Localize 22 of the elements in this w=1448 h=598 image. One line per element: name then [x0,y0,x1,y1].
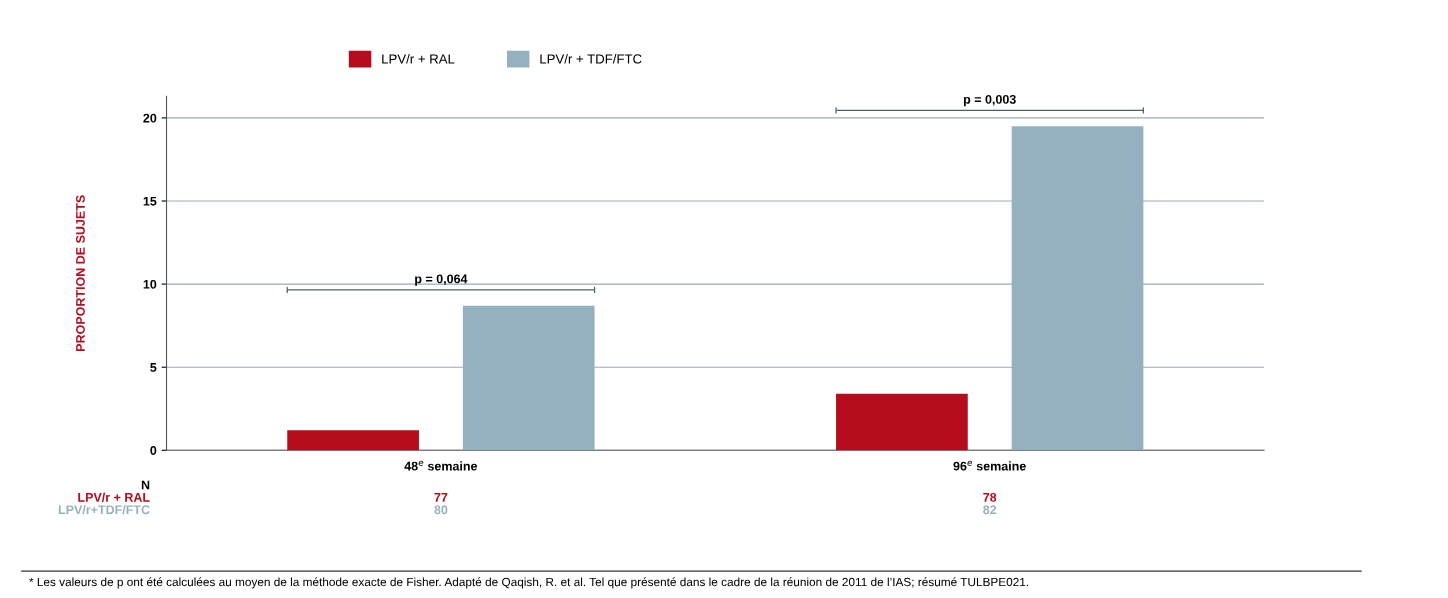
legend-label: LPV/r + RAL [382,53,455,64]
text: LPV/r+TDF/FTC [58,504,150,515]
x-tick-label: 48$^{e}$ semaine [404,460,478,471]
text: * Les valeurs de p ont été calculées au moyen de la méthode exacte de Fisher. Adapté de Qaqish, R. et al. Tel que présenté dans le cadre de la réunion de 2011 de l’IAS; résumé TULBPE021. [29,577,1029,589]
y-tick-label: 10 [143,279,157,289]
y-axis-title: PROPORTION DE SUJETS [76,195,85,351]
annotation: p = 0,064 [415,274,468,286]
text: 80 [434,505,448,515]
y-tick-label: 5 [150,363,157,372]
text: N [141,480,150,490]
x-tick-label: 96$^{e}$ semaine [953,460,1026,471]
text: 77 [434,493,448,502]
y-tick-label: 20 [143,113,157,123]
text: 82 [983,505,997,515]
bar [836,393,968,451]
bar [287,430,419,451]
y-tick-label: 0 [150,446,157,455]
annotation: p = 0,003 [963,94,1016,107]
legend-label: LPV/r + TDF/FTC [540,53,642,64]
text: LPV/r + RAL [78,492,150,502]
y-tick-label: 15 [143,196,157,206]
text: 78 [983,492,997,502]
